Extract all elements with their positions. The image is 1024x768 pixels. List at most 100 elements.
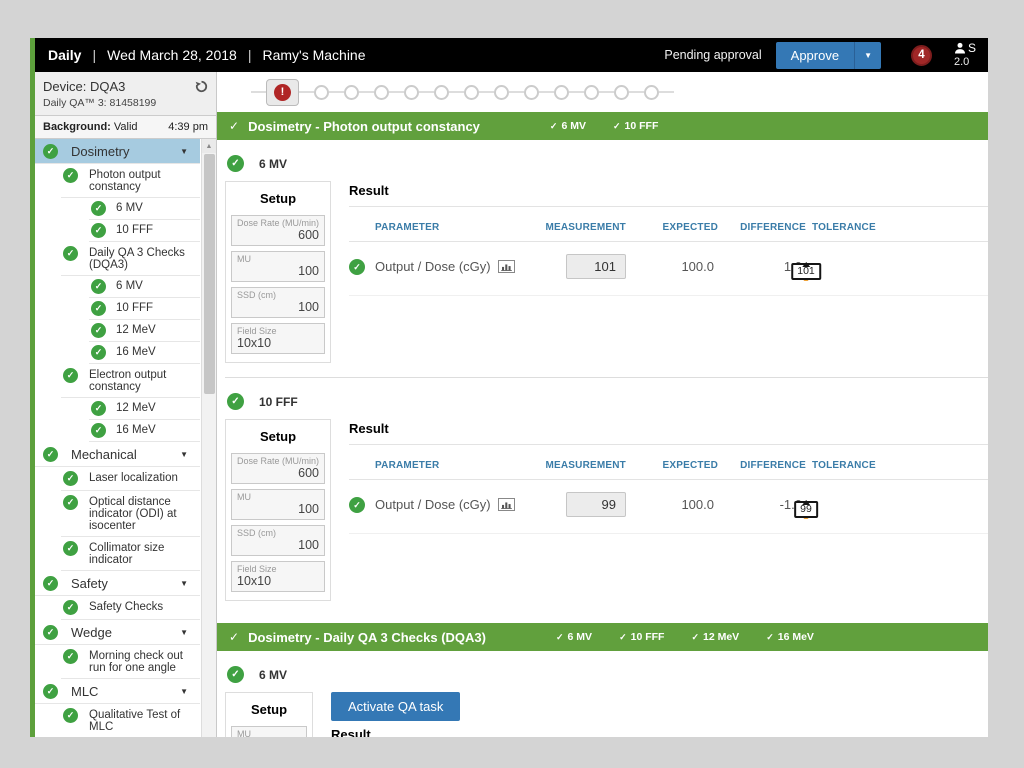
scrollbar-thumb[interactable] xyxy=(204,154,215,394)
step-connector xyxy=(389,91,404,93)
step-6[interactable] xyxy=(434,84,449,100)
chevron-down-icon[interactable]: ▼ xyxy=(180,578,188,588)
step-4[interactable] xyxy=(374,84,389,100)
setup-field-mu[interactable]: MU 100 xyxy=(231,489,326,520)
sidebar-item-collimator-size-indicator[interactable]: ✓ Collimator size indicator xyxy=(61,537,200,571)
top-bar-right: Pending approval Approve ▼ 4 S 2.0 xyxy=(664,41,988,69)
setup-field-dose-rate[interactable]: Dose Rate (MU/min) 600 xyxy=(231,453,326,484)
energy-badge: ✓ 12 MeV xyxy=(691,631,740,643)
step-connector xyxy=(629,91,644,93)
column-header: EXPECTED xyxy=(662,222,718,233)
step-11[interactable] xyxy=(584,84,599,100)
sidebar-item-electron-output-constancy[interactable]: ✓ Electron output constancy xyxy=(61,364,200,398)
sidebar-item-dosimetry[interactable]: ✓ Dosimetry ▼ xyxy=(35,139,200,164)
step-connector xyxy=(329,91,344,93)
sidebar-item-16mev[interactable]: ✓ 16 MeV xyxy=(89,342,200,364)
step-connector xyxy=(659,91,674,93)
chevron-down-icon[interactable]: ▼ xyxy=(854,41,881,69)
setup-field-dose-rate[interactable]: Dose Rate (MU/min) 600 xyxy=(231,215,326,246)
result-row: ✓ Output / Dose (cGy) 101 100.0 1.0 xyxy=(349,242,988,296)
notification-badge[interactable]: 4 xyxy=(911,44,932,66)
step-9[interactable] xyxy=(524,84,539,100)
sidebar-item-10fff[interactable]: ✓ 10 FFF xyxy=(89,298,200,320)
sidebar-item-odi-at-isocenter[interactable]: ✓ Optical distance indicator (ODI) at iso… xyxy=(61,491,200,537)
step-2[interactable] xyxy=(314,84,329,100)
sidebar-item-16mev[interactable]: ✓ 16 MeV xyxy=(89,420,200,442)
subsection-title: ✓ 10 FFF xyxy=(225,378,988,419)
step-10[interactable] xyxy=(554,84,569,100)
sidebar-item-mlc[interactable]: ✓ MLC ▼ xyxy=(35,679,200,704)
title-separator: | xyxy=(247,47,252,63)
check-icon: ✓ xyxy=(91,323,106,338)
step-5[interactable] xyxy=(404,84,419,100)
sidebar-scrollbar[interactable]: ▲ xyxy=(201,139,216,737)
sidebar-item-safety[interactable]: ✓ Safety ▼ xyxy=(35,571,200,596)
check-icon: ✓ xyxy=(766,631,774,642)
column-header: DIFFERENCE xyxy=(740,222,806,233)
parameter-name: Output / Dose (cGy) xyxy=(375,259,491,274)
expected-value: 100.0 xyxy=(681,259,714,274)
check-icon: ✓ xyxy=(43,143,58,159)
step-8[interactable] xyxy=(494,84,509,100)
setup-field-ssd[interactable]: SSD (cm) 100 xyxy=(231,525,326,556)
section-header-daily-qa3[interactable]: ✓ Dosimetry - Daily QA 3 Checks (DQA3) ✓… xyxy=(217,623,988,651)
main-content: ! ✓ Dosimetry - Photon output constancy … xyxy=(217,72,988,737)
sidebar-item-12mev[interactable]: ✓ 12 MeV xyxy=(89,398,200,420)
tolerance-value-indicator: 99 xyxy=(794,500,818,518)
user-menu[interactable]: S 2.0 xyxy=(954,42,988,69)
chevron-down-icon[interactable]: ▼ xyxy=(180,146,188,156)
sidebar-item-photon-output-constancy[interactable]: ✓ Photon output constancy xyxy=(61,164,200,198)
approve-button[interactable]: Approve ▼ xyxy=(775,41,881,69)
sidebar-item-6mv[interactable]: ✓ 6 MV xyxy=(89,198,200,220)
sidebar-item-wedge[interactable]: ✓ Wedge ▼ xyxy=(35,620,200,645)
step-3[interactable] xyxy=(344,84,359,100)
sidebar-item-label: 6 MV xyxy=(116,280,143,292)
sidebar-item-mechanical[interactable]: ✓ Mechanical ▼ xyxy=(35,442,200,467)
step-current-error[interactable]: ! xyxy=(266,78,299,106)
result-table-header: PARAMETER MEASUREMENT EXPECTED DIFFERENC… xyxy=(349,445,988,480)
scroll-up-icon[interactable]: ▲ xyxy=(202,139,216,153)
setup-field-field-size[interactable]: Field Size 10x10 xyxy=(231,323,326,354)
step-connector xyxy=(359,91,374,93)
refresh-icon[interactable] xyxy=(195,80,208,93)
sidebar-item-label: Collimator size indicator xyxy=(89,542,165,566)
measurement-value[interactable]: 99 xyxy=(566,492,626,517)
accent-strip xyxy=(30,38,35,737)
step-connector xyxy=(419,91,434,93)
chevron-down-icon[interactable]: ▼ xyxy=(180,686,188,696)
chevron-down-icon[interactable]: ▼ xyxy=(180,449,188,459)
step-7[interactable] xyxy=(464,84,479,100)
setup-field-ssd[interactable]: SSD (cm) 100 xyxy=(231,287,326,318)
sidebar-item-12mev[interactable]: ✓ 12 MeV xyxy=(89,320,200,342)
step-13[interactable] xyxy=(644,84,659,100)
result-title: Result xyxy=(331,727,371,737)
result-panel: Result PARAMETER MEASUREMENT EXPECTED DI… xyxy=(349,181,988,296)
check-icon: ✓ xyxy=(63,471,78,486)
check-icon: ✓ xyxy=(691,631,699,642)
section-header-photon-output[interactable]: ✓ Dosimetry - Photon output constancy ✓ 6… xyxy=(217,112,988,140)
check-icon: ✓ xyxy=(91,401,106,416)
setup-field-mu[interactable]: MU 100 xyxy=(231,251,326,282)
tolerance-value-indicator: 101 xyxy=(791,262,821,280)
activate-qa-task-button[interactable]: Activate QA task xyxy=(331,692,461,721)
chevron-down-icon[interactable]: ▼ xyxy=(180,627,188,637)
column-header: TOLERANCE xyxy=(812,460,876,471)
setup-field-mu[interactable]: MU xyxy=(231,726,307,737)
sidebar-item-10fff[interactable]: ✓ 10 FFF xyxy=(89,220,200,242)
chart-icon[interactable] xyxy=(497,498,515,511)
measurement-value[interactable]: 101 xyxy=(566,254,626,279)
chart-icon[interactable] xyxy=(497,260,515,273)
sidebar-item-6mv[interactable]: ✓ 6 MV xyxy=(89,276,200,298)
step-connector xyxy=(509,91,524,93)
sidebar-item-laser-localization[interactable]: ✓ Laser localization xyxy=(61,467,200,491)
step-connector xyxy=(299,91,314,93)
sidebar-item-daily-qa3-checks[interactable]: ✓ Daily QA 3 Checks (DQA3) xyxy=(61,242,200,276)
setup-field-field-size[interactable]: Field Size 10x10 xyxy=(231,561,326,592)
app-mode-title: Daily xyxy=(48,47,82,63)
step-12[interactable] xyxy=(614,84,629,100)
sidebar-item-morning-checkout[interactable]: ✓ Morning check out run for one angle xyxy=(61,645,200,679)
approve-button-label[interactable]: Approve xyxy=(790,47,840,63)
subsection-10fff: ✓ 10 FFF Setup Dose Rate (MU/min) 600 MU xyxy=(217,378,988,601)
sidebar-item-safety-checks[interactable]: ✓ Safety Checks xyxy=(61,596,200,620)
sidebar-item-qualitative-test-mlc[interactable]: ✓ Qualitative Test of MLC xyxy=(61,704,200,737)
